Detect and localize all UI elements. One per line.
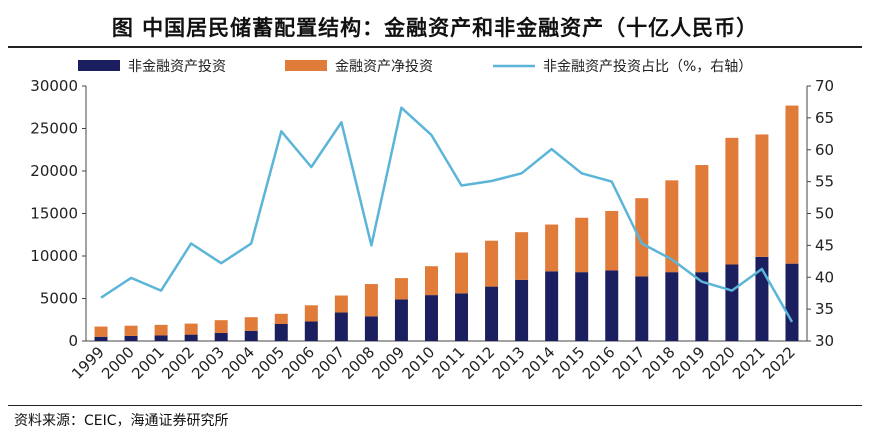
bar-financial — [755, 134, 769, 257]
bar-financial — [244, 317, 258, 331]
legend-label-financial: 金融资产净投资 — [335, 59, 433, 75]
x-tick-label: 2015 — [549, 343, 589, 383]
line-non-financial-share — [100, 106, 794, 323]
bar-financial — [605, 210, 619, 271]
bar-financial — [184, 323, 198, 335]
bar-financial — [785, 105, 799, 264]
title-bar: 图 中国居民储蓄配置结构：金融资产和非金融资产（十亿人民币） — [8, 8, 862, 46]
title-divider — [8, 46, 862, 48]
right-tick-label: 45 — [815, 236, 834, 254]
bar-non-financial — [124, 335, 138, 341]
x-tick-label: 2000 — [98, 343, 138, 383]
bar-financial — [635, 198, 649, 277]
right-tick-label: 60 — [815, 141, 834, 159]
x-tick-label: 2004 — [218, 343, 258, 383]
bar-non-financial — [665, 272, 679, 341]
left-tick-label: 20000 — [30, 162, 78, 180]
x-tick-label: 2003 — [188, 343, 228, 383]
bar-non-financial — [515, 279, 529, 341]
legend-swatch-financial — [285, 60, 327, 71]
right-tick-label: 30 — [815, 332, 834, 350]
bar-non-financial — [214, 332, 228, 341]
bar-financial — [274, 313, 288, 324]
bar-financial — [304, 305, 318, 322]
right-tick-label: 50 — [815, 205, 834, 223]
footer-divider — [8, 405, 862, 406]
x-tick-label: 2006 — [278, 343, 318, 383]
right-tick-label: 55 — [815, 173, 834, 191]
bar-financial — [485, 240, 499, 287]
x-tick-label: 2016 — [579, 343, 619, 383]
chart-title: 图 中国居民储蓄配置结构：金融资产和非金融资产（十亿人民币） — [111, 15, 759, 40]
bar-non-financial — [304, 321, 318, 341]
bar-financial — [214, 320, 228, 333]
right-tick-label: 35 — [815, 300, 834, 318]
bar-financial — [545, 224, 559, 272]
bar-financial — [455, 252, 469, 294]
left-tick-label: 30000 — [30, 77, 78, 95]
legend-label-non-financial: 非金融资产投资 — [128, 59, 226, 75]
bar-financial — [394, 278, 408, 300]
bar-non-financial — [424, 295, 438, 341]
bar-non-financial — [545, 271, 559, 341]
bar-non-financial — [364, 316, 378, 341]
left-tick-label: 15000 — [30, 205, 78, 223]
bar-non-financial — [755, 256, 769, 341]
left-tick-label: 5000 — [40, 290, 78, 308]
bar-non-financial — [575, 272, 589, 341]
bar-financial — [575, 217, 589, 273]
x-tick-label: 2017 — [609, 343, 649, 383]
x-tick-label: 2022 — [759, 343, 799, 383]
bar-non-financial — [274, 324, 288, 341]
bar-financial — [695, 165, 709, 273]
x-tick-label: 2012 — [459, 343, 499, 383]
legend-swatch-non-financial — [78, 60, 120, 71]
bar-non-financial — [394, 299, 408, 341]
left-tick-label: 25000 — [30, 120, 78, 138]
bar-financial — [124, 325, 138, 336]
right-tick-label: 40 — [815, 268, 834, 286]
bar-non-financial — [725, 264, 739, 341]
bar-non-financial — [695, 272, 709, 341]
bar-financial — [424, 266, 438, 296]
x-tick-label: 2001 — [128, 343, 168, 383]
x-tick-label: 2011 — [429, 343, 469, 383]
bar-financial — [665, 180, 679, 273]
bar-non-financial — [485, 286, 499, 341]
bar-non-financial — [635, 276, 649, 341]
x-tick-label: 2021 — [729, 343, 769, 383]
right-tick-label: 65 — [815, 109, 834, 127]
bar-non-financial — [334, 312, 348, 341]
x-tick-label: 2009 — [369, 343, 409, 383]
bar-non-financial — [154, 335, 168, 341]
bar-non-financial — [785, 263, 799, 341]
legend-label-share: 非金融资产投资占比（%，右轴） — [543, 59, 752, 75]
bar-non-financial — [605, 270, 619, 341]
x-tick-label: 2018 — [639, 343, 679, 383]
bar-financial — [154, 324, 168, 336]
left-tick-label: 10000 — [30, 247, 78, 265]
x-tick-label: 2019 — [669, 343, 709, 383]
bar-financial — [364, 284, 378, 317]
chart: 0 5000 10000 15000 20000 25000 30000 30 35 40 45 50… — [30, 59, 834, 383]
bar-non-financial — [244, 330, 258, 341]
x-tick-label: 2008 — [338, 343, 378, 383]
bar-financial — [94, 326, 108, 337]
left-tick-label: 0 — [68, 332, 78, 350]
bar-financial — [515, 232, 529, 280]
x-tick-label: 2007 — [308, 343, 348, 383]
bar-non-financial — [184, 334, 198, 341]
x-tick-label: 2013 — [489, 343, 529, 383]
bar-financial — [725, 137, 739, 265]
x-tick-label: 2020 — [699, 343, 739, 383]
source-note: 资料来源：CEIC，海通证券研究所 — [14, 413, 229, 429]
x-tick-label: 2010 — [399, 343, 439, 383]
x-tick-label: 2005 — [248, 343, 288, 383]
bar-financial — [334, 295, 348, 313]
x-tick-label: 2014 — [519, 343, 559, 383]
bar-non-financial — [455, 293, 469, 341]
right-tick-label: 70 — [815, 77, 834, 95]
bar-non-financial — [94, 336, 108, 341]
x-tick-label: 2002 — [158, 343, 198, 383]
